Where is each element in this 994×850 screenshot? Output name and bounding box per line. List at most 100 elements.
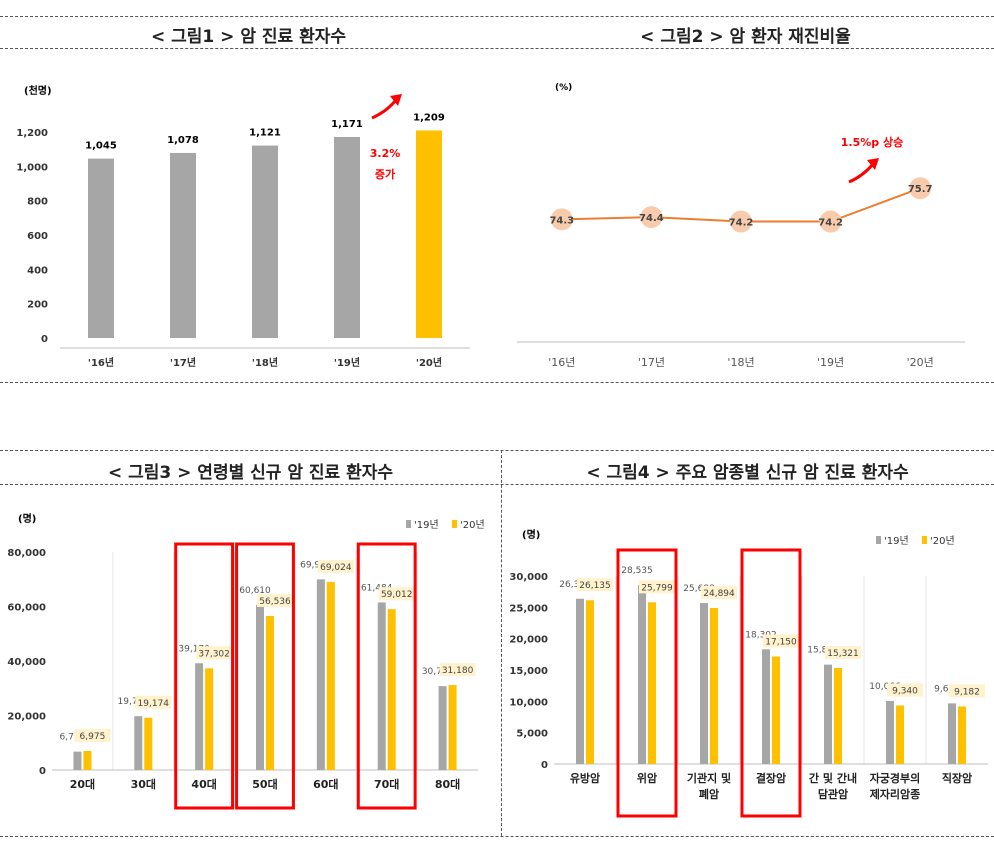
- bar-value-label-2019: 69,962: [300, 560, 332, 570]
- bar-2019: [134, 716, 143, 770]
- bar-value-label-2019: 61,484: [361, 583, 393, 593]
- bar-value-label: 1,045: [85, 141, 117, 152]
- data-point: [730, 210, 752, 233]
- bar-2019: [638, 585, 646, 764]
- y-tick-label: 40,000: [7, 657, 46, 668]
- x-tick-label: 70대: [374, 777, 399, 791]
- bar: [416, 130, 442, 338]
- x-tick-label: 40대: [191, 777, 216, 791]
- bar-2020: [205, 668, 214, 770]
- bar-value-label-2020: 25,799: [641, 583, 673, 593]
- y-tick-label: 20,000: [7, 712, 46, 723]
- legend-label: '19년: [414, 519, 439, 531]
- value-label-box: [378, 587, 415, 601]
- bar-value-label-2019: 19,760: [118, 697, 150, 707]
- bar: [88, 158, 114, 338]
- data-point: [640, 206, 663, 229]
- title-underline-bottom: [0, 484, 994, 485]
- y-tick-label: 400: [27, 265, 48, 276]
- bar-2020: [710, 607, 718, 764]
- bar-value-label-2019: 15,856: [807, 646, 839, 656]
- y-axis-unit: (명): [18, 512, 36, 525]
- value-label-box: [701, 585, 737, 599]
- y-axis-unit: (%): [555, 83, 572, 93]
- bar-2020: [648, 602, 656, 764]
- bar-2019: [576, 598, 584, 764]
- bar-value-label: 1,121: [249, 128, 281, 139]
- x-tick-label: '18년: [727, 356, 754, 369]
- x-tick-label: 제자리암종: [870, 787, 921, 801]
- bar: [252, 145, 278, 338]
- figure2-chart: (%) 74.3 '16년 74.4 '17년 74.2 '18년 74.2 '19년 75.7 '…: [517, 83, 965, 369]
- figure2-title: < 그림2 > 암 환자 재진비율: [640, 27, 851, 47]
- data-point: [550, 208, 573, 231]
- highlight-box: [616, 548, 678, 818]
- highlight-box: [740, 548, 802, 818]
- bar-value-label-2020: 19,174: [138, 699, 170, 709]
- bar-value-label-2019: 25,688: [683, 584, 715, 594]
- title-underline-top: [0, 48, 994, 49]
- rise-annotation: 1.5%p 상승: [841, 135, 903, 149]
- value-label-box: [825, 645, 861, 659]
- bar-value-label-2019: 28,535: [621, 566, 653, 576]
- figure4-chart: (명) 0 5,000 10,000 15,000 20,000 25,000 30,000 2…: [509, 528, 988, 818]
- bar-2020: [387, 609, 396, 770]
- y-tick-label: 5,000: [516, 729, 548, 740]
- x-tick-label: '17년: [638, 356, 665, 369]
- bar-2019: [438, 686, 447, 770]
- y-tick-label: 20,000: [509, 635, 548, 646]
- x-tick-label: 담관암: [818, 787, 848, 801]
- bar-2020: [896, 705, 904, 764]
- bar-2019: [948, 703, 956, 764]
- increase-annotation: 3.2%: [370, 147, 401, 160]
- x-tick-label: 80대: [435, 777, 460, 791]
- bar-value-label-2020: 26,135: [579, 581, 611, 591]
- bar-value-label-2020: 56,536: [259, 597, 291, 607]
- bar-2020: [266, 615, 274, 770]
- bar-value-label: 1,078: [167, 135, 199, 146]
- bar-value-label-2019: 26,369: [559, 580, 591, 590]
- bar-value-label-2020: 9,340: [892, 686, 918, 696]
- bar-value-label-2019: 30,770: [422, 667, 454, 677]
- value-label-box: [135, 695, 172, 709]
- x-tick-label: 30대: [131, 777, 156, 791]
- bar-value-label-2019: 39,170: [178, 644, 210, 654]
- y-tick-label: 200: [27, 300, 48, 311]
- y-tick-label: 0: [39, 766, 46, 777]
- highlight-box: [174, 542, 235, 810]
- bar-2020: [83, 750, 92, 770]
- y-tick-label: 25,000: [509, 603, 548, 614]
- y-tick-label: 800: [27, 197, 48, 208]
- value-label-box: [887, 683, 923, 697]
- point-value-label: 74.2: [729, 218, 754, 229]
- trend-arrowhead-icon: [867, 158, 879, 170]
- row2-top-border: [0, 450, 994, 451]
- y-tick-label: 0: [41, 334, 48, 345]
- legend-label: '19년: [884, 535, 909, 547]
- value-label-box: [577, 578, 613, 592]
- x-tick-label: '16년: [88, 356, 114, 369]
- bar-value-label-2019: 9,669: [934, 684, 960, 694]
- bar-value-label-2020: 9,182: [954, 687, 980, 697]
- data-point: [909, 177, 932, 200]
- top-border: [0, 16, 994, 17]
- bar-value-label-2020: 31,180: [442, 666, 474, 676]
- legend-swatch: [406, 520, 411, 528]
- bar-value-label: 1,209: [413, 112, 445, 123]
- legend-swatch: [452, 520, 457, 528]
- value-label-box: [763, 634, 799, 648]
- point-value-label: 74.3: [549, 215, 574, 226]
- y-tick-label: 80,000: [7, 548, 46, 559]
- legend-label: '20년: [460, 519, 485, 531]
- y-axis-unit: (명): [522, 528, 540, 541]
- bar-2020: [958, 706, 966, 764]
- x-tick-label: 60대: [313, 777, 338, 791]
- bar-2019: [195, 663, 204, 770]
- bar-2019: [316, 579, 325, 770]
- x-tick-label: 직장암: [942, 771, 972, 785]
- x-tick-label: '16년: [548, 356, 575, 369]
- value-label-box: [949, 684, 985, 698]
- x-tick-label: 위암: [637, 772, 657, 785]
- bar-2019: [377, 602, 386, 770]
